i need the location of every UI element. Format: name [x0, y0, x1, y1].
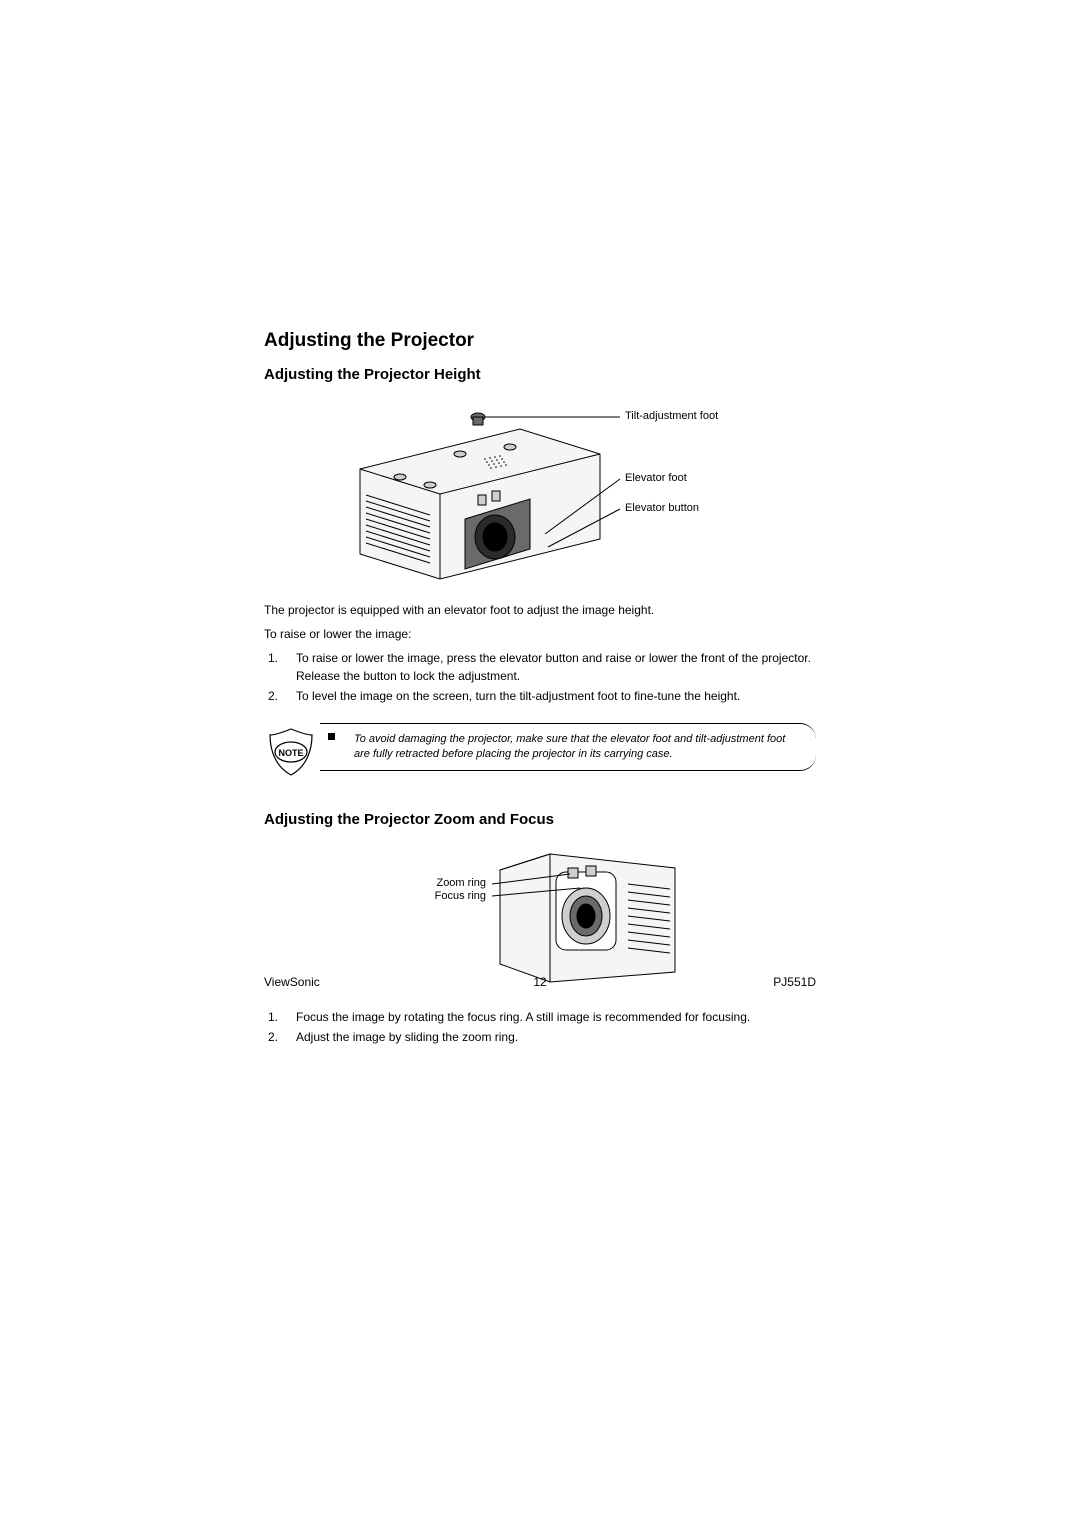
intro-line-2: To raise or lower the image: — [264, 625, 816, 643]
note-text: To avoid damaging the projector, make su… — [354, 732, 802, 762]
projector-front-illustration — [370, 844, 710, 990]
height-step-2: 2.To level the image on the screen, turn… — [264, 687, 816, 705]
footer-page-number: 12 — [533, 975, 546, 989]
zoom-ring-label: Zoom ring — [436, 877, 486, 889]
zoom-step-1: 1.Focus the image by rotating the focus … — [264, 1008, 816, 1026]
tilt-foot-label: Tilt-adjustment foot — [625, 410, 718, 422]
note-box: NOTE To avoid damaging the projector, ma… — [264, 723, 816, 785]
footer-model: PJ551D — [773, 975, 816, 989]
focus-ring-label: Focus ring — [435, 890, 486, 902]
height-subtitle: Adjusting the Projector Height — [264, 366, 816, 383]
height-step-1-text: To raise or lower the image, press the e… — [296, 651, 811, 683]
height-step-1: 1.To raise or lower the image, press the… — [264, 649, 816, 685]
zoom-step-2: 2.Adjust the image by sliding the zoom r… — [264, 1028, 816, 1046]
note-badge-text: NOTE — [278, 748, 303, 758]
zoom-step-2-text: Adjust the image by sliding the zoom rin… — [296, 1030, 518, 1044]
main-title: Adjusting the Projector — [264, 330, 816, 352]
note-bubble: To avoid damaging the projector, make su… — [320, 723, 816, 771]
footer-brand: ViewSonic — [264, 975, 320, 989]
elevator-button-label: Elevator button — [625, 502, 699, 514]
elevator-foot-label: Elevator foot — [625, 472, 687, 484]
zoom-subtitle: Adjusting the Projector Zoom and Focus — [264, 811, 816, 828]
projector-iso-illustration — [330, 399, 750, 581]
note-icon: NOTE — [266, 727, 316, 777]
zoom-step-1-text: Focus the image by rotating the focus ri… — [296, 1010, 750, 1024]
height-step-2-text: To level the image on the screen, turn t… — [296, 689, 740, 703]
projector-zoom-diagram: Zoom ring Focus ring — [370, 844, 710, 990]
page-footer: ViewSonic 12 PJ551D — [264, 975, 816, 989]
projector-height-diagram: Tilt-adjustment foot Elevator foot Eleva… — [330, 399, 750, 581]
intro-line-1: The projector is equipped with an elevat… — [264, 601, 816, 619]
